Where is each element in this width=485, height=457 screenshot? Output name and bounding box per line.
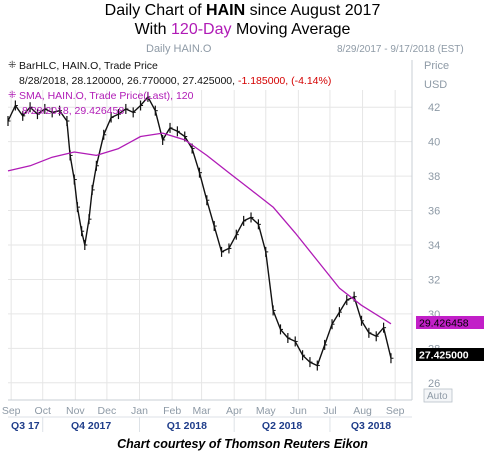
panel-title: Daily HAIN.O bbox=[146, 43, 212, 55]
x-quarter-label: Q3 17 bbox=[11, 420, 40, 432]
title-suffix: since August 2017 bbox=[245, 2, 381, 19]
x-month-label: Aug bbox=[353, 405, 372, 417]
x-month-label: May bbox=[256, 405, 277, 417]
sma-last-value-bg bbox=[416, 316, 484, 329]
x-month-label: Jan bbox=[131, 405, 148, 417]
legend: ⁜ BarHLC, HAIN.O, Trade Price 8/28/2018,… bbox=[8, 60, 331, 117]
y-tick-label: 36 bbox=[428, 206, 440, 218]
price-last-value-tag: 27.425000 bbox=[416, 348, 484, 362]
auto-button-label[interactable]: Auto bbox=[427, 391, 448, 402]
x-quarter-label: Q3 2018 bbox=[351, 420, 391, 432]
x-month-label: Nov bbox=[66, 405, 85, 417]
y-tick-label: 40 bbox=[428, 137, 440, 149]
sma-legend-icon: ⁜ bbox=[8, 90, 16, 101]
price-last-value-text: 27.425000 bbox=[419, 350, 469, 362]
gridlines bbox=[8, 90, 412, 400]
sma-series bbox=[7, 132, 392, 325]
x-month-label: Mar bbox=[193, 405, 212, 417]
x-month-label: Jun bbox=[290, 405, 307, 417]
currency-label: USD bbox=[424, 79, 447, 91]
bar-change-text: -1.185000, (-4.14%) bbox=[238, 75, 331, 87]
sma-last-value-tag: 29.426458 bbox=[416, 316, 484, 330]
title-prefix: Daily Chart of bbox=[104, 2, 207, 19]
x-month-label: Apr bbox=[226, 405, 243, 417]
x-month-label: Feb bbox=[163, 405, 181, 417]
y-tick-label: 34 bbox=[428, 240, 440, 252]
quarter-labels: Q3 17 Q4 2017 Q1 2018 Q2 2018 Q3 2018 bbox=[11, 417, 391, 432]
x-month-label: Jul bbox=[323, 405, 336, 417]
chart-title-line1: Daily Chart of HAIN since August 2017 bbox=[0, 2, 485, 20]
price-chart[interactable]: 262830323436384042 Daily HAIN.O 8/29/201… bbox=[0, 40, 485, 432]
subtitle-prefix: With bbox=[134, 21, 172, 38]
x-month-label: Oct bbox=[35, 405, 51, 417]
auto-scale-button[interactable]: Auto bbox=[423, 388, 453, 403]
sma-line bbox=[7, 132, 392, 325]
caption: Chart courtesy of Thomson Reuters Eikon bbox=[117, 437, 368, 451]
x-quarter-label: Q1 2018 bbox=[167, 420, 207, 432]
y-tick-label: 42 bbox=[428, 102, 440, 114]
x-quarter-label: Q2 2018 bbox=[262, 420, 302, 432]
price-axis-title: Price bbox=[424, 60, 449, 72]
bar-legend-label: BarHLC, HAIN.O, Trade Price bbox=[19, 60, 158, 72]
date-range: 8/29/2017 - 9/17/2018 (EST) bbox=[337, 44, 464, 55]
price-series bbox=[7, 91, 394, 371]
auto-button-frame[interactable] bbox=[423, 388, 453, 403]
y-tick-label: 26 bbox=[428, 378, 440, 390]
sma-legend-label: SMA, HAIN.O, Trade Price(Last), 120 bbox=[19, 90, 194, 102]
y-tick-label: 32 bbox=[428, 274, 440, 286]
bar-legend-icon: ⁜ bbox=[8, 60, 16, 71]
price-last-value-bg bbox=[416, 348, 484, 361]
title-ticker: HAIN bbox=[206, 2, 246, 19]
chart-title-line2: With 120-Day Moving Average bbox=[0, 21, 485, 39]
axes: 262830323436384042 bbox=[8, 60, 440, 418]
sma-legend-values: 8/28/2018, 29.426458 bbox=[22, 105, 124, 117]
x-month-label: Dec bbox=[98, 405, 117, 417]
month-labels: Sep Oct Nov Dec Jan Feb Mar Apr May Jun Jul Aug Sep bbox=[2, 405, 405, 417]
bar-legend-values: 8/28/2018, 28.120000, 26.770000, 27.4250… bbox=[19, 75, 331, 87]
x-month-label: Sep bbox=[386, 405, 405, 417]
subtitle-highlight: 120-Day bbox=[171, 21, 232, 38]
x-quarter-label: Q4 2017 bbox=[71, 420, 111, 432]
x-month-label: Sep bbox=[2, 405, 21, 417]
sma-last-value-text: 29.426458 bbox=[419, 318, 469, 330]
subtitle-suffix: Moving Average bbox=[231, 21, 351, 38]
y-tick-label: 38 bbox=[428, 171, 440, 183]
bar-values-text: 8/28/2018, 28.120000, 26.770000, 27.4250… bbox=[19, 75, 238, 87]
